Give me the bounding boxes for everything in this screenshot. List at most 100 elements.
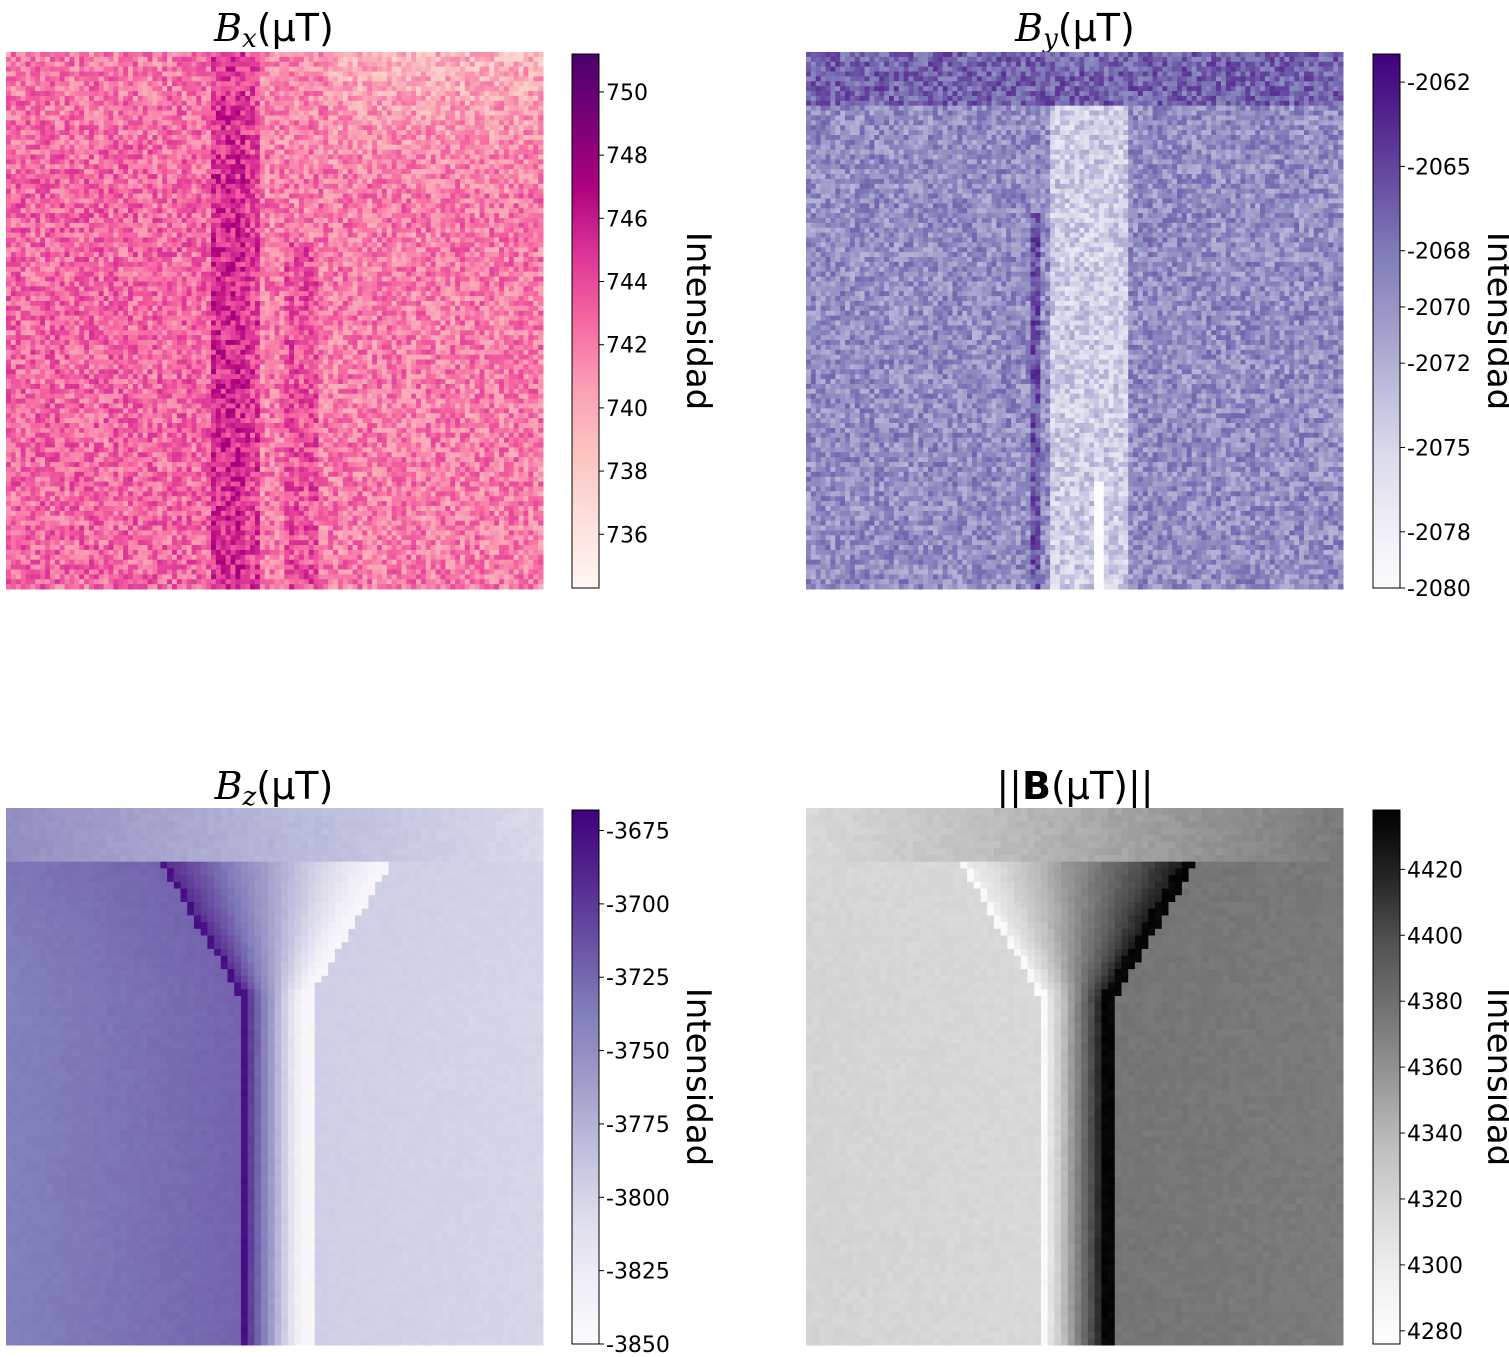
heatmap-cell	[240, 139, 246, 146]
heatmap-cell	[186, 149, 193, 156]
heatmap-cell	[88, 115, 95, 121]
heatmap-cell	[411, 188, 417, 195]
heatmap-cell	[74, 100, 80, 107]
heatmap-cell	[162, 252, 168, 258]
heatmap-cell	[103, 56, 110, 63]
heatmap-cell	[98, 144, 105, 151]
heatmap-cell	[103, 183, 110, 190]
heatmap-cell	[499, 86, 505, 92]
heatmap-cell	[259, 237, 266, 243]
heatmap-cell	[20, 232, 27, 239]
heatmap-cell	[167, 86, 173, 92]
heatmap-cell	[435, 81, 441, 87]
heatmap-cell	[396, 105, 402, 112]
heatmap-cell	[49, 232, 56, 239]
heatmap-cell	[284, 227, 290, 234]
heatmap-cell	[274, 105, 280, 112]
heatmap-cell	[201, 76, 207, 82]
heatmap-cell	[464, 213, 471, 219]
heatmap-cell	[162, 56, 168, 63]
heatmap-cell	[508, 232, 515, 239]
heatmap-cell	[113, 271, 119, 278]
heatmap-cell	[220, 91, 227, 97]
heatmap-cell	[167, 174, 173, 180]
heatmap-cell	[123, 232, 129, 239]
heatmap-cell	[337, 134, 344, 141]
heatmap-cell	[460, 52, 466, 58]
heatmap-cell	[211, 76, 217, 82]
heatmap-cell	[377, 66, 383, 73]
heatmap-cell	[450, 149, 456, 156]
heatmap-cell	[181, 61, 188, 68]
heatmap-cell	[93, 217, 100, 224]
heatmap-cell	[323, 198, 329, 204]
heatmap-cell	[142, 81, 149, 87]
heatmap-cell	[84, 174, 90, 180]
heatmap-cell	[499, 61, 505, 68]
heatmap-cell	[6, 95, 12, 102]
heatmap-cell	[88, 188, 95, 195]
heatmap-cell	[10, 227, 17, 234]
heatmap-cell	[445, 213, 451, 219]
heatmap-cell	[342, 86, 349, 92]
heatmap-cell	[450, 95, 456, 102]
heatmap-cell	[450, 130, 456, 136]
heatmap-cell	[171, 257, 178, 263]
heatmap-cell	[298, 149, 305, 156]
heatmap-cell	[372, 164, 378, 170]
heatmap-cell	[152, 52, 158, 58]
heatmap-cell	[45, 134, 51, 141]
heatmap-cell	[181, 213, 188, 219]
heatmap-cell	[152, 174, 158, 180]
heatmap-cell	[337, 86, 344, 92]
heatmap-cell	[269, 61, 275, 68]
heatmap-cell	[98, 193, 105, 199]
heatmap-cell	[152, 217, 158, 224]
heatmap-cell	[167, 164, 173, 170]
heatmap-cell	[35, 232, 41, 239]
heatmap-cell	[347, 154, 354, 160]
heatmap-cell	[88, 247, 95, 253]
heatmap-cell	[284, 125, 290, 131]
heatmap-cell	[240, 164, 246, 170]
heatmap-cell	[396, 174, 402, 180]
heatmap-cell	[425, 193, 432, 199]
heatmap-cell	[69, 61, 75, 68]
heatmap-cell	[460, 130, 466, 136]
heatmap-cell	[191, 227, 197, 234]
heatmap-cell	[342, 56, 349, 63]
heatmap-cell	[445, 91, 451, 97]
heatmap-cell	[6, 149, 12, 156]
heatmap-cell	[157, 100, 163, 107]
heatmap-cell	[118, 110, 124, 116]
heatmap-cell	[54, 169, 61, 175]
heatmap-cell	[98, 242, 105, 248]
heatmap-cell	[342, 247, 349, 253]
heatmap-cell	[79, 257, 85, 263]
heatmap-cell	[45, 130, 51, 136]
heatmap-cell	[186, 164, 193, 170]
heatmap-cell	[230, 237, 236, 243]
heatmap-cell	[479, 222, 485, 229]
heatmap-cell	[35, 139, 41, 146]
heatmap-cell	[377, 217, 383, 224]
heatmap-cell	[455, 95, 461, 102]
heatmap-cell	[367, 227, 373, 234]
heatmap-cell	[40, 188, 46, 195]
heatmap-cell	[323, 100, 329, 107]
heatmap-cell	[479, 208, 485, 214]
heatmap-cell	[528, 52, 534, 58]
heatmap-cell	[323, 86, 329, 92]
heatmap-cell	[259, 227, 266, 234]
heatmap-cell	[333, 66, 339, 73]
heatmap-cell	[425, 86, 432, 92]
heatmap-cell	[381, 164, 388, 170]
heatmap-cell	[108, 271, 114, 278]
heatmap-cell	[45, 174, 51, 180]
heatmap-cell	[259, 198, 266, 204]
heatmap-cell	[20, 100, 27, 107]
heatmap-cell	[377, 208, 383, 214]
heatmap-cell	[523, 266, 529, 273]
heatmap-cell	[186, 100, 193, 107]
heatmap-cell	[420, 149, 427, 156]
